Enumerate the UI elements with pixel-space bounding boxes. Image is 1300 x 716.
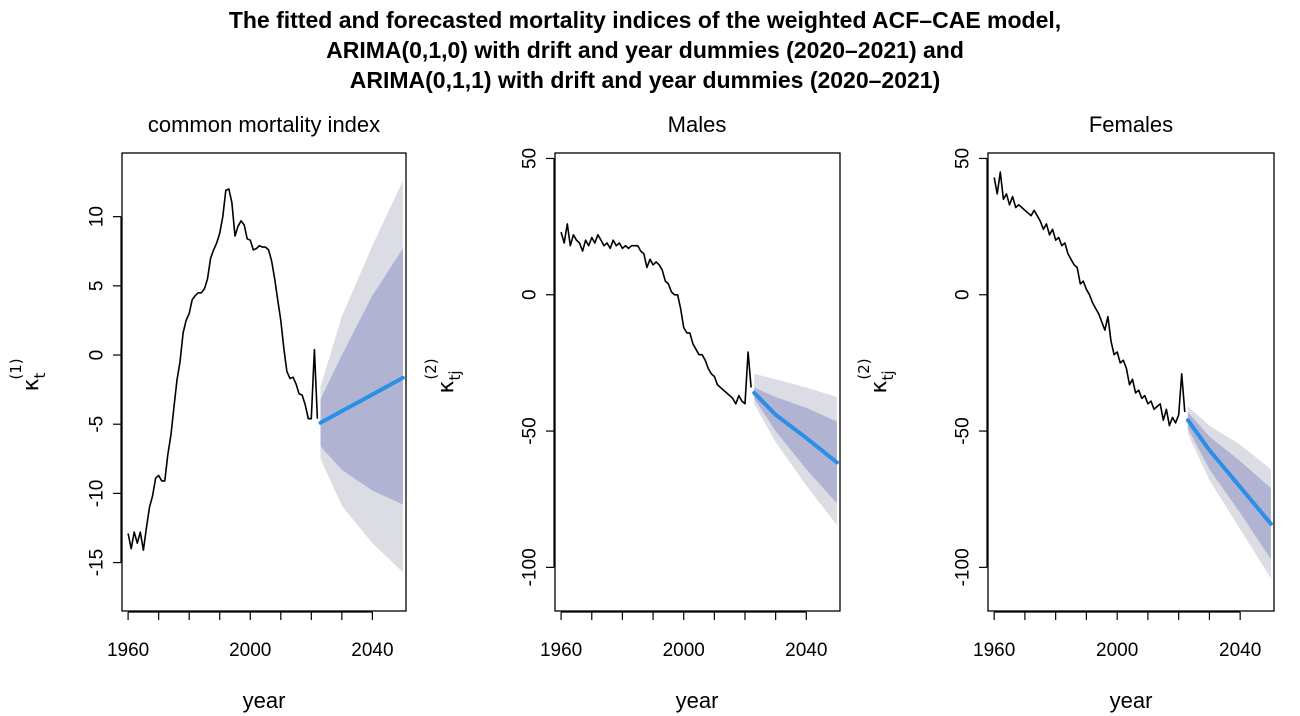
y-tick-label: 10	[87, 206, 108, 227]
y-axis-label: κt (1)	[7, 358, 49, 391]
y-tick-label: -50	[953, 417, 974, 444]
panel-common-mortality-index: common mortality index 1960 2000 2040 -15-…	[7, 112, 407, 713]
y-tick-label: 5	[87, 281, 108, 292]
plot-box	[554, 152, 841, 612]
chart-marks	[560, 223, 839, 465]
x-tick-label: 2000	[663, 640, 705, 661]
x-tick-label: 2000	[229, 640, 271, 661]
x-axis: 1960 2000 2040	[540, 611, 827, 661]
y-tick-label: -100	[953, 548, 974, 586]
forecast-mean-line	[752, 390, 839, 465]
x-tick-label: 1960	[540, 640, 582, 661]
y-tick-label: -100	[520, 548, 541, 586]
fitted-index-line	[560, 223, 752, 405]
plot-box	[121, 152, 407, 612]
x-tick-label: 2040	[1219, 640, 1261, 661]
x-axis-label: year	[1110, 688, 1153, 713]
y-tick-label: 50	[520, 148, 541, 169]
y-axis-label-text: κt	[19, 372, 49, 391]
y-axis-label-superscript: (1)	[7, 358, 25, 379]
y-axis: -15 -10 -5 0 5 10	[87, 206, 122, 576]
y-axis-label-superscript: (2)	[855, 358, 873, 379]
panel-males: Males 1960 2000 2040 -100 -50 0 50 year κtj (…	[422, 112, 841, 713]
plot-box	[987, 152, 1275, 612]
y-axis-label-symbol: κ	[867, 381, 892, 394]
x-tick-label: 2040	[351, 640, 393, 661]
panel-title: common mortality index	[148, 112, 380, 137]
forecast-bands	[320, 180, 403, 573]
y-axis-label: κtj (2)	[422, 358, 464, 393]
x-tick-label: 1960	[107, 640, 149, 661]
fitted-index-line	[127, 188, 319, 551]
y-tick-label: 50	[953, 148, 974, 169]
y-tick-label: 0	[87, 350, 108, 361]
y-axis-label-symbol: κ	[434, 381, 459, 394]
y-tick-label: -50	[520, 417, 541, 444]
x-axis: 1960 2000 2040	[107, 611, 394, 661]
y-tick-label: -5	[87, 416, 108, 433]
x-axis-label: year	[676, 688, 719, 713]
x-tick-label: 2000	[1096, 640, 1138, 661]
figure-title-line-2: ARIMA(0,1,0) with drift and year dummies…	[326, 37, 964, 63]
y-axis: -100 -50 0 50	[953, 148, 988, 586]
y-axis-label-text: κtj	[434, 370, 464, 393]
panel-females: Females 1960 2000 2040 -100 -50 0 50 year κtj…	[855, 112, 1275, 713]
y-axis-label: κtj (2)	[855, 358, 897, 393]
forecast-mean-line	[318, 375, 405, 425]
figure-title-line-1: The fitted and forecasted mortality indi…	[229, 7, 1061, 33]
y-axis-label-subscript: tj	[446, 370, 464, 380]
y-axis-label-superscript: (2)	[422, 358, 440, 379]
chart-marks	[993, 171, 1273, 526]
x-tick-label: 1960	[973, 640, 1015, 661]
y-tick-label: -10	[87, 480, 108, 507]
figure-title-line-3: ARIMA(0,1,1) with drift and year dummies…	[350, 67, 941, 93]
x-axis-label: year	[243, 688, 286, 713]
panel-title: Females	[1089, 112, 1173, 137]
y-axis-label-symbol: κ	[19, 378, 44, 391]
figure-title: The fitted and forecasted mortality indi…	[229, 7, 1061, 93]
y-tick-label: 0	[520, 289, 541, 300]
chart-marks	[127, 188, 405, 551]
forecast-mean-line	[1185, 418, 1273, 526]
y-axis-label-subscript: tj	[879, 370, 897, 380]
y-axis: -100 -50 0 50	[520, 148, 555, 586]
fitted-index-line	[993, 171, 1186, 427]
forecast-band-80	[320, 248, 403, 505]
x-axis: 1960 2000 2040	[973, 611, 1261, 661]
y-tick-label: -15	[87, 549, 108, 576]
y-axis-label-subscript: t	[31, 372, 49, 378]
y-axis-label-text: κtj	[867, 370, 897, 393]
y-tick-label: 0	[953, 289, 974, 300]
x-tick-label: 2040	[785, 640, 827, 661]
panel-title: Males	[668, 112, 727, 137]
